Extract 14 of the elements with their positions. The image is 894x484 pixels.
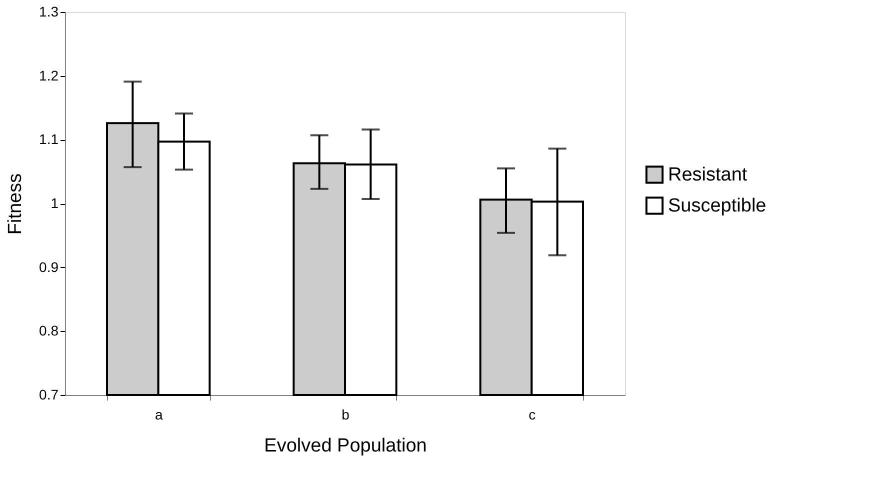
y-tick-label: 1.1 [39,131,59,148]
x-tick-label: a [154,406,163,422]
x-axis-title: Evolved Population [264,436,427,456]
x-tick-label: b [342,406,350,422]
y-tick-label: 0.9 [39,258,59,275]
y-tick-label: 1.2 [39,67,59,84]
y-tick-label: 1.3 [39,4,59,20]
legend-label: Resistant [668,164,748,186]
x-tick-label: c [528,406,536,422]
y-tick-label: 0.8 [39,322,59,339]
legend-label: Susceptible [668,196,766,217]
y-tick-label: 1 [50,195,59,211]
y-axis-title: Fitness [5,173,26,235]
y-tick-label: 0.7 [39,386,59,402]
